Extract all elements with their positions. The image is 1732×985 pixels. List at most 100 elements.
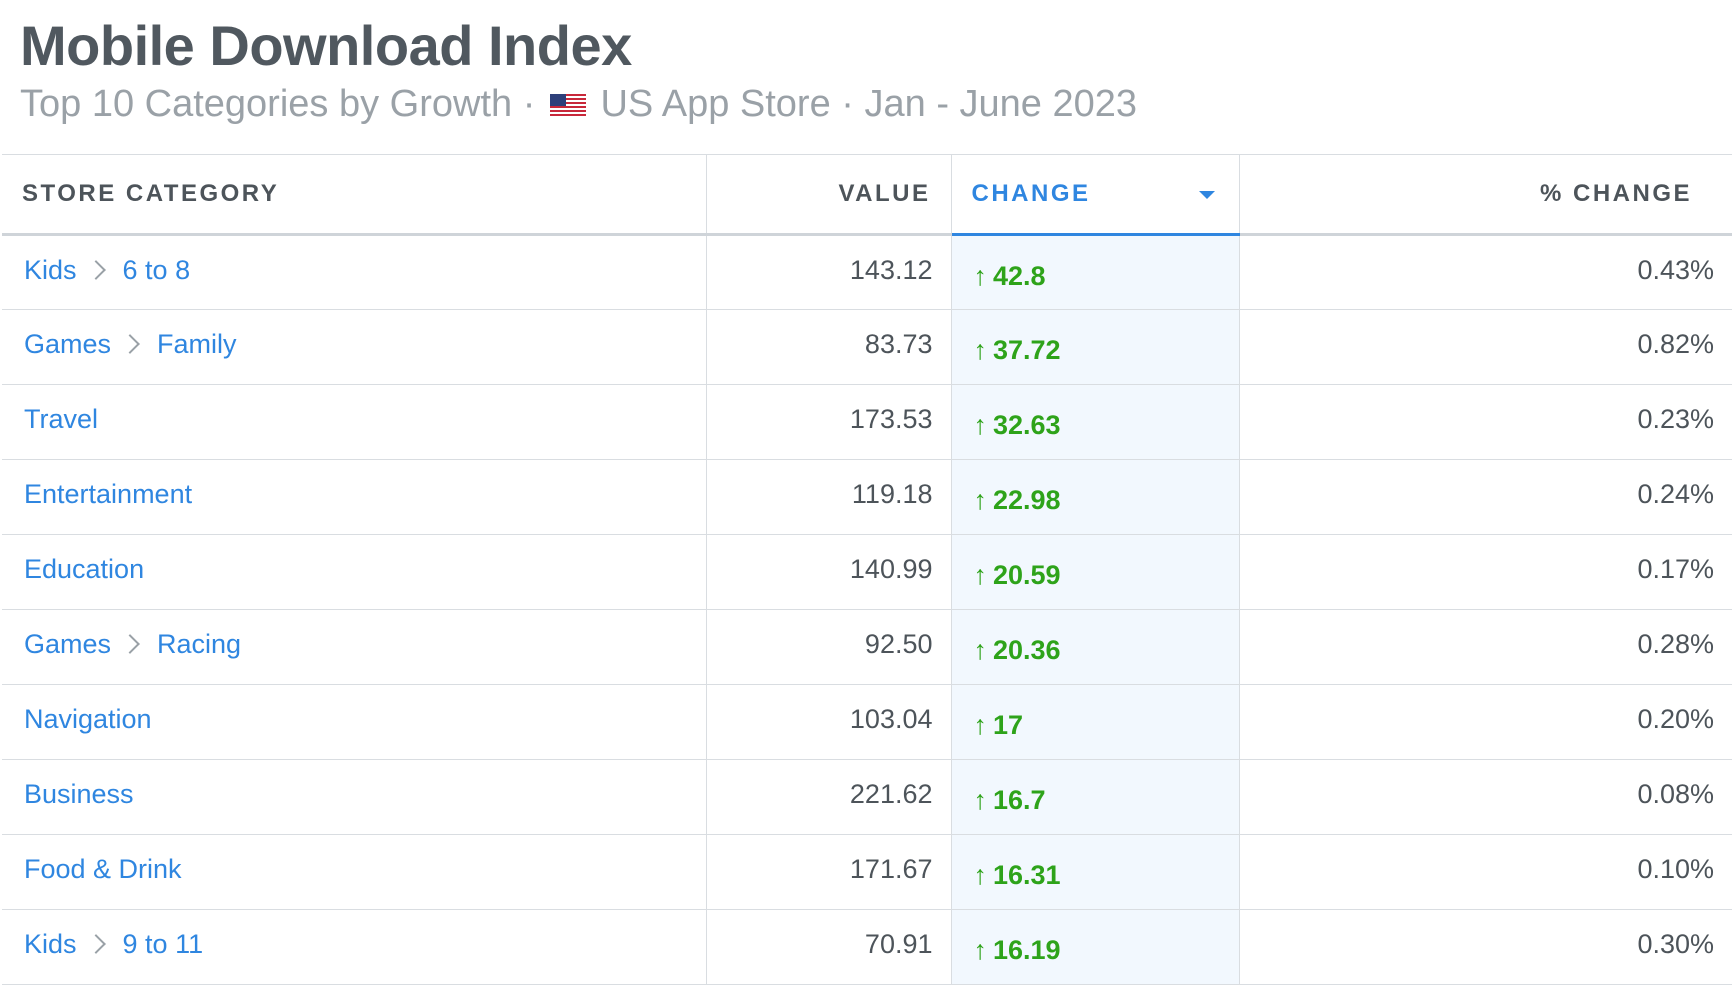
pct-change-text: 0.20% — [1637, 704, 1714, 734]
subcategory-link[interactable]: 9 to 11 — [122, 929, 204, 959]
cell-change: ↑ 22.98 — [950, 459, 1240, 535]
category-link[interactable]: Games — [24, 329, 112, 359]
arrow-up-icon: ↑ — [973, 485, 988, 515]
cell-value: 83.73 — [705, 309, 952, 385]
column-header-value[interactable]: VALUE — [705, 154, 952, 236]
column-header-change[interactable]: CHANGE — [950, 154, 1240, 236]
column-header-pct-change[interactable]: % CHANGE — [1238, 154, 1732, 236]
subtitle-store-date: US App Store · Jan - June 2023 — [589, 83, 1138, 125]
arrow-up-icon: ↑ — [973, 410, 988, 440]
table-row: Kids 9 to 11 70.91 ↑ 16.19 0.30% — [2, 909, 1732, 985]
cell-pct-change: 0.24% — [1238, 459, 1732, 535]
column-header-store-category[interactable]: STORE CATEGORY — [2, 154, 707, 236]
cell-store-category: Games Family — [2, 309, 707, 385]
category-link[interactable]: Entertainment — [24, 479, 193, 509]
cell-pct-change: 0.43% — [1238, 234, 1732, 310]
change-text: 20.36 — [993, 635, 1061, 665]
arrow-up-icon: ↑ — [973, 261, 988, 291]
table-row: Education 140.99 ↑ 20.59 0.17% — [2, 534, 1732, 610]
change-text: 22.98 — [993, 485, 1061, 515]
cell-change: ↑ 20.59 — [950, 534, 1240, 610]
pct-change-text: 0.24% — [1637, 479, 1714, 509]
cell-value: 143.12 — [705, 234, 952, 310]
table-row: Travel 173.53 ↑ 32.63 0.23% — [2, 384, 1732, 460]
table-header-row: STORE CATEGORY VALUE CHANGE % CHANGE — [2, 154, 1732, 236]
category-link[interactable]: Education — [24, 554, 145, 584]
table-body: Kids 6 to 8 143.12 ↑ 42.8 0.43% Games Family 83.… — [2, 234, 1732, 985]
subcategory-link[interactable]: 6 to 8 — [122, 255, 191, 285]
pct-change-text: 0.43% — [1637, 255, 1714, 285]
pct-change-text: 0.08% — [1637, 779, 1714, 809]
chevron-right-icon — [120, 334, 140, 355]
cell-pct-change: 0.10% — [1238, 834, 1732, 910]
subtitle-text: Top 10 Categories by Growth · — [20, 83, 546, 125]
cell-change: ↑ 16.7 — [950, 759, 1240, 835]
category-link[interactable]: Games — [24, 629, 112, 659]
pct-change-text: 0.23% — [1637, 404, 1714, 434]
cell-change: ↑ 17 — [950, 684, 1240, 760]
cell-pct-change: 0.08% — [1238, 759, 1732, 835]
arrow-up-icon: ↑ — [973, 935, 988, 965]
cell-pct-change: 0.23% — [1238, 384, 1732, 460]
cell-value: 221.62 — [705, 759, 952, 835]
cell-change: ↑ 42.8 — [950, 234, 1240, 310]
table-row: Games Racing 92.50 ↑ 20.36 0.28% — [2, 609, 1732, 685]
arrow-up-icon: ↑ — [973, 860, 988, 890]
table-row: Entertainment 119.18 ↑ 22.98 0.24% — [2, 459, 1732, 535]
table-row: Business 221.62 ↑ 16.7 0.08% — [2, 759, 1732, 835]
cell-change: ↑ 16.19 — [950, 909, 1240, 985]
change-text: 37.72 — [993, 335, 1061, 365]
category-link[interactable]: Navigation — [24, 704, 152, 734]
pct-change-text: 0.82% — [1637, 329, 1714, 359]
cell-change: ↑ 16.31 — [950, 834, 1240, 910]
cell-pct-change: 0.20% — [1238, 684, 1732, 760]
pct-change-text: 0.28% — [1637, 629, 1714, 659]
category-link[interactable]: Kids — [24, 255, 77, 285]
value-text: 221.62 — [849, 779, 933, 809]
cell-store-category: Business — [2, 759, 707, 835]
cell-pct-change: 0.28% — [1238, 609, 1732, 685]
arrow-up-icon: ↑ — [973, 635, 988, 665]
category-link[interactable]: Food & Drink — [24, 854, 182, 884]
table-row: Navigation 103.04 ↑ 17 0.20% — [2, 684, 1732, 760]
cell-pct-change: 0.30% — [1238, 909, 1732, 985]
subcategory-link[interactable]: Family — [157, 329, 237, 359]
cell-pct-change: 0.82% — [1238, 309, 1732, 385]
value-text: 173.53 — [849, 404, 933, 434]
arrow-up-icon: ↑ — [973, 560, 988, 590]
categories-table: STORE CATEGORY VALUE CHANGE % CHANGE Kid… — [2, 154, 1732, 985]
arrow-up-icon: ↑ — [973, 785, 988, 815]
category-link[interactable]: Kids — [24, 929, 77, 959]
cell-value: 92.50 — [705, 609, 952, 685]
cell-store-category: Kids 6 to 8 — [2, 234, 707, 310]
table-row: Food & Drink 171.67 ↑ 16.31 0.10% — [2, 834, 1732, 910]
cell-store-category: Entertainment — [2, 459, 707, 535]
chevron-right-icon — [120, 634, 140, 655]
change-text: 16.31 — [993, 860, 1061, 890]
cell-store-category: Education — [2, 534, 707, 610]
category-link[interactable]: Travel — [24, 404, 99, 434]
arrow-up-icon: ↑ — [973, 710, 988, 740]
pct-change-text: 0.10% — [1637, 854, 1714, 884]
cell-store-category: Travel — [2, 384, 707, 460]
cell-value: 103.04 — [705, 684, 952, 760]
change-text: 16.7 — [993, 785, 1046, 815]
cell-store-category: Games Racing — [2, 609, 707, 685]
cell-value: 70.91 — [705, 909, 952, 985]
page-subtitle: Top 10 Categories by Growth · US App Sto… — [20, 82, 1137, 126]
cell-pct-change: 0.17% — [1238, 534, 1732, 610]
value-text: 140.99 — [849, 554, 933, 584]
cell-store-category: Kids 9 to 11 — [2, 909, 707, 985]
table-row: Games Family 83.73 ↑ 37.72 0.82% — [2, 309, 1732, 385]
cell-change: ↑ 37.72 — [950, 309, 1240, 385]
change-text: 20.59 — [993, 560, 1061, 590]
value-text: 119.18 — [851, 479, 933, 509]
sort-descending-icon[interactable] — [1198, 191, 1215, 199]
arrow-up-icon: ↑ — [973, 335, 988, 365]
cell-value: 173.53 — [705, 384, 952, 460]
category-link[interactable]: Business — [24, 779, 134, 809]
cell-value: 140.99 — [705, 534, 952, 610]
chevron-right-icon — [85, 934, 106, 955]
cell-value: 171.67 — [705, 834, 952, 910]
subcategory-link[interactable]: Racing — [157, 629, 242, 659]
